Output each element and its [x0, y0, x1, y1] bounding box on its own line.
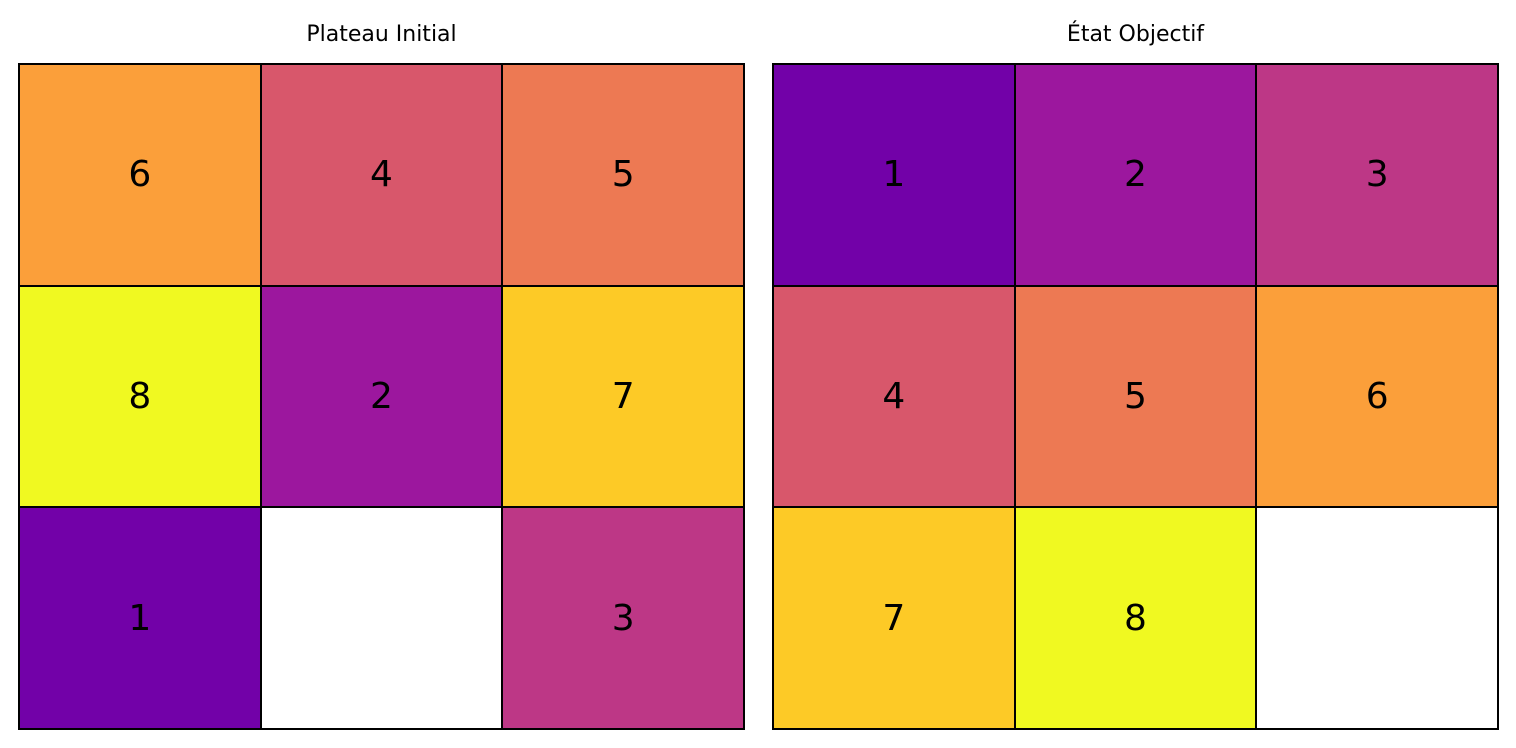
initial-tile[interactable]: 4 — [261, 65, 502, 285]
goal-empty-tile — [1257, 508, 1497, 728]
goal-tile: 7 — [774, 508, 1014, 728]
goal-board-title: État Objectif — [1066, 22, 1205, 47]
initial-tile[interactable]: 2 — [261, 286, 502, 507]
initial-tile[interactable]: 1 — [20, 508, 260, 728]
goal-board-panel: État Objectif 1 2 3 4 5 6 7 8 — [772, 0, 1499, 748]
initial-tile[interactable]: 8 — [20, 286, 260, 507]
initial-tile[interactable]: 7 — [503, 286, 743, 507]
goal-tile: 5 — [1015, 286, 1256, 507]
goal-tile: 3 — [1257, 65, 1497, 285]
initial-tile[interactable]: 6 — [20, 65, 260, 285]
initial-tile[interactable]: 3 — [503, 508, 743, 728]
initial-board-panel: Plateau Initial 6 4 5 8 2 7 1 3 — [18, 0, 745, 748]
goal-tile: 6 — [1257, 286, 1497, 507]
goal-tile: 8 — [1015, 508, 1256, 728]
initial-board: 6 4 5 8 2 7 1 3 — [18, 63, 745, 730]
goal-tile: 4 — [774, 286, 1014, 507]
goal-board: 1 2 3 4 5 6 7 8 — [772, 63, 1499, 730]
goal-tile: 1 — [774, 65, 1014, 285]
initial-tile[interactable]: 5 — [503, 65, 743, 285]
initial-empty-tile[interactable] — [261, 508, 502, 728]
initial-board-title: Plateau Initial — [306, 22, 457, 47]
goal-tile: 2 — [1015, 65, 1256, 285]
